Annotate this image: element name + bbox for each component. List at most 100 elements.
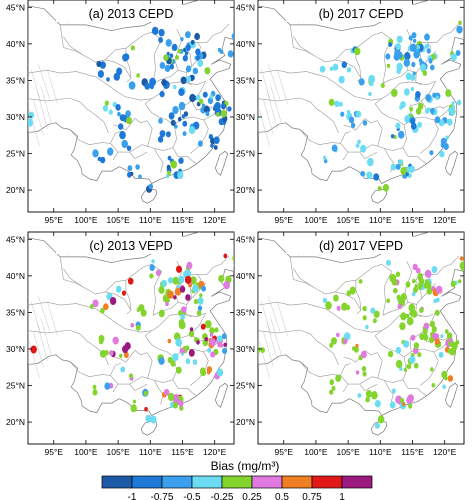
station-marker	[129, 373, 133, 379]
terrain-line	[262, 98, 274, 136]
station-marker	[170, 119, 176, 126]
terrain-line	[277, 69, 288, 104]
station-marker	[400, 312, 407, 321]
station-marker	[424, 33, 430, 41]
station-marker	[361, 366, 367, 372]
station-marker	[165, 301, 169, 307]
station-marker	[204, 67, 211, 75]
station-marker	[108, 109, 113, 115]
lat-tick-label: 45°N	[236, 234, 255, 244]
station-marker	[102, 105, 108, 112]
station-marker	[92, 299, 99, 308]
station-marker	[393, 275, 397, 280]
station-marker	[177, 171, 184, 180]
station-marker	[180, 76, 187, 85]
internal-border	[289, 24, 362, 79]
station-marker	[233, 257, 234, 260]
station-marker	[459, 261, 464, 270]
terrain-line	[266, 322, 278, 361]
station-marker	[450, 53, 457, 62]
station-marker	[205, 320, 212, 329]
terrain-line	[38, 64, 51, 100]
station-marker	[161, 79, 167, 86]
station-marker	[171, 43, 178, 52]
station-marker	[424, 279, 428, 284]
station-marker	[177, 275, 185, 284]
station-marker	[372, 318, 377, 324]
internal-border	[144, 330, 175, 358]
island-boundary	[444, 382, 458, 408]
station-marker	[409, 106, 414, 112]
station-marker	[197, 59, 204, 67]
station-marker	[398, 159, 404, 165]
station-marker	[346, 110, 351, 115]
station-marker	[412, 278, 416, 284]
station-marker	[99, 350, 107, 358]
station-marker	[107, 147, 114, 156]
internal-border	[340, 363, 351, 376]
station-marker	[350, 122, 356, 129]
internal-border	[110, 131, 121, 144]
station-marker	[403, 367, 407, 372]
station-marker	[135, 324, 141, 331]
station-marker	[438, 351, 444, 358]
station-marker	[385, 53, 391, 60]
internal-border	[345, 312, 436, 333]
station-marker	[331, 337, 337, 345]
station-marker	[30, 345, 37, 354]
station-marker	[180, 314, 186, 320]
station-marker	[433, 298, 437, 304]
station-marker	[410, 87, 415, 91]
station-marker	[331, 385, 336, 391]
station-marker	[435, 285, 443, 294]
internal-border	[359, 383, 378, 391]
internal-border	[382, 261, 413, 316]
station-marker	[360, 350, 367, 359]
internal-border	[129, 383, 148, 391]
station-marker	[106, 77, 110, 82]
station-marker	[168, 112, 175, 120]
station-marker	[123, 53, 130, 61]
internal-border	[153, 148, 164, 173]
internal-border	[59, 256, 132, 311]
station-marker	[409, 355, 416, 364]
station-marker	[389, 401, 396, 409]
station-marker	[417, 352, 422, 358]
island-boundary	[140, 420, 158, 436]
lon-tick-label: 105°E	[106, 447, 130, 457]
internal-border	[129, 151, 148, 159]
lon-tick-label: 115°E	[401, 215, 424, 225]
station-marker	[179, 405, 184, 411]
station-marker	[391, 88, 398, 98]
station-marker	[201, 285, 207, 292]
station-marker	[456, 99, 462, 106]
station-marker	[465, 18, 472, 26]
station-marker	[354, 47, 361, 56]
station-marker	[406, 314, 410, 319]
colorbar: Bias (mg/m³) -1 -0.75 -0.5 -0.25 0.25 0.5 0.75…	[101, 459, 373, 500]
panel-b-title: (b) 2017 CEPD	[319, 7, 404, 21]
station-marker	[416, 45, 421, 50]
station-marker	[240, 245, 244, 251]
station-marker	[428, 58, 433, 64]
station-marker	[92, 384, 97, 390]
lon-tick-label: 100°E	[74, 447, 98, 457]
station-marker	[180, 37, 184, 42]
station-marker	[416, 267, 421, 274]
terrain-line	[32, 98, 44, 136]
station-marker	[231, 33, 234, 39]
station-marker	[132, 399, 136, 404]
station-marker	[368, 91, 372, 97]
station-marker	[158, 286, 165, 294]
station-marker	[204, 336, 209, 342]
station-marker	[166, 164, 171, 170]
station-marker	[197, 305, 203, 312]
station-marker	[380, 82, 385, 89]
station-marker	[399, 397, 405, 403]
station-marker	[408, 403, 413, 409]
station-marker	[426, 283, 432, 290]
internal-border	[293, 36, 313, 56]
terrain-line	[260, 69, 272, 103]
station-marker	[185, 31, 191, 39]
